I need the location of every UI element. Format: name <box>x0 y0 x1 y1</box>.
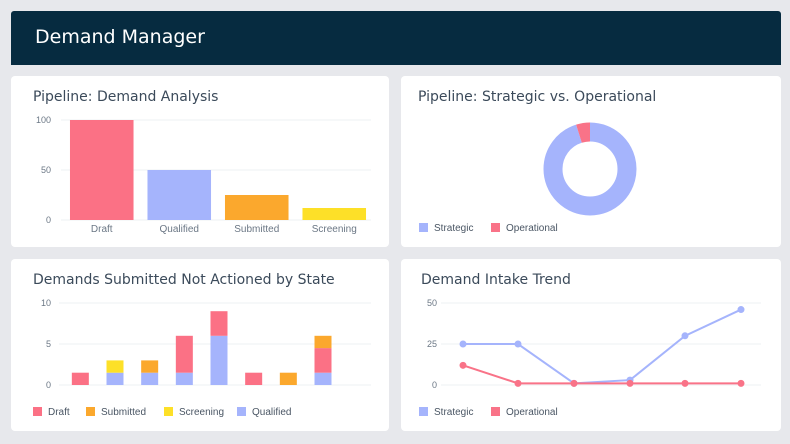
legend-label: Qualified <box>252 407 291 418</box>
demand-analysis-panel: Pipeline: Demand Analysis 100 50 0 Draft Qua… <box>11 76 389 247</box>
y-tick-label: 10 <box>41 298 51 308</box>
intake-trend-chart: 50 25 0 Strategic Operational <box>419 298 761 418</box>
x-tick-label: Qualified <box>160 224 199 235</box>
legend-label: Strategic <box>434 223 473 234</box>
y-tick-label: 5 <box>46 339 51 349</box>
x-tick-label: Draft <box>91 224 113 235</box>
intake-trend-panel: Demand Intake Trend 50 25 0 Strategic Operat… <box>401 259 781 431</box>
bar-segment-submitted <box>314 335 332 349</box>
panel-title: Pipeline: Strategic vs. Operational <box>418 89 657 105</box>
legend-swatch-submitted <box>86 407 95 416</box>
legend-label: Draft <box>48 407 70 418</box>
y-tick-label: 50 <box>41 165 51 175</box>
bar-screening <box>302 208 367 220</box>
bar-segment-qualified <box>141 372 159 385</box>
data-point-operational <box>681 379 689 387</box>
data-point-operational <box>626 379 634 387</box>
strategic-vs-operational-panel: Pipeline: Strategic vs. Operational Stra… <box>401 76 781 247</box>
x-tick-label: Screening <box>312 224 357 235</box>
bar-segment-qualified <box>175 372 193 385</box>
demand-analysis-chart: 100 50 0 Draft Qualified Submitted Screening <box>36 115 371 235</box>
bar-segment-submitted <box>279 372 297 385</box>
bar-segment-draft <box>175 335 193 373</box>
legend-swatch-qualified <box>237 407 246 416</box>
legend-label: Submitted <box>101 407 146 418</box>
data-point-strategic <box>459 340 467 348</box>
bar-segment-draft <box>245 372 263 385</box>
bar-draft <box>69 120 134 220</box>
legend-label: Screening <box>179 407 224 418</box>
data-point-operational <box>570 379 578 387</box>
legend-swatch-draft <box>33 407 42 416</box>
x-tick-label: Submitted <box>234 224 279 235</box>
data-point-strategic <box>737 306 745 314</box>
bar-segment-qualified <box>106 372 124 385</box>
series-line-strategic <box>463 308 742 385</box>
y-tick-label: 0 <box>46 380 51 390</box>
bar-segment-draft <box>210 311 228 336</box>
panel-title: Pipeline: Demand Analysis <box>33 89 219 105</box>
data-point-operational <box>459 361 467 369</box>
not-actioned-chart: 10 5 0 Draft Submitted Screening Qualified <box>33 298 371 418</box>
bar-submitted <box>224 195 289 220</box>
legend-swatch-screening <box>164 407 173 416</box>
legend-label: Strategic <box>434 407 473 418</box>
y-tick-label: 0 <box>46 215 51 225</box>
bar-segment-draft <box>71 372 89 385</box>
panel-title: Demands Submitted Not Actioned by State <box>33 272 335 288</box>
y-tick-label: 50 <box>427 298 437 308</box>
bar-segment-submitted <box>141 360 159 373</box>
legend-label: Operational <box>506 223 558 234</box>
y-tick-label: 25 <box>427 339 437 349</box>
legend-swatch-operational <box>491 223 500 232</box>
donut-slice-strategic <box>543 122 637 216</box>
y-tick-label: 0 <box>432 380 437 390</box>
series-line-operational <box>462 364 741 385</box>
not-actioned-panel: Demands Submitted Not Actioned by State … <box>11 259 389 431</box>
strategic-vs-operational-chart: Strategic Operational <box>419 122 637 234</box>
legend-swatch-strategic <box>419 223 428 232</box>
bar-segment-qualified <box>210 335 228 385</box>
app-header: Demand Manager <box>11 11 781 65</box>
legend-swatch-strategic <box>419 407 428 416</box>
bar-segment-screening <box>106 360 124 373</box>
y-tick-label: 100 <box>36 115 51 125</box>
app-title: Demand Manager <box>35 26 205 48</box>
data-point-strategic <box>681 332 689 340</box>
data-point-operational <box>737 379 745 387</box>
bar-segment-draft <box>314 348 332 373</box>
bar-segment-qualified <box>314 372 332 385</box>
donut-slice-operational <box>543 122 637 216</box>
legend-swatch-operational <box>491 407 500 416</box>
data-point-strategic <box>514 340 522 348</box>
panel-title: Demand Intake Trend <box>421 272 571 288</box>
data-point-operational <box>514 379 522 387</box>
legend-label: Operational <box>506 407 558 418</box>
bar-qualified <box>147 170 212 220</box>
